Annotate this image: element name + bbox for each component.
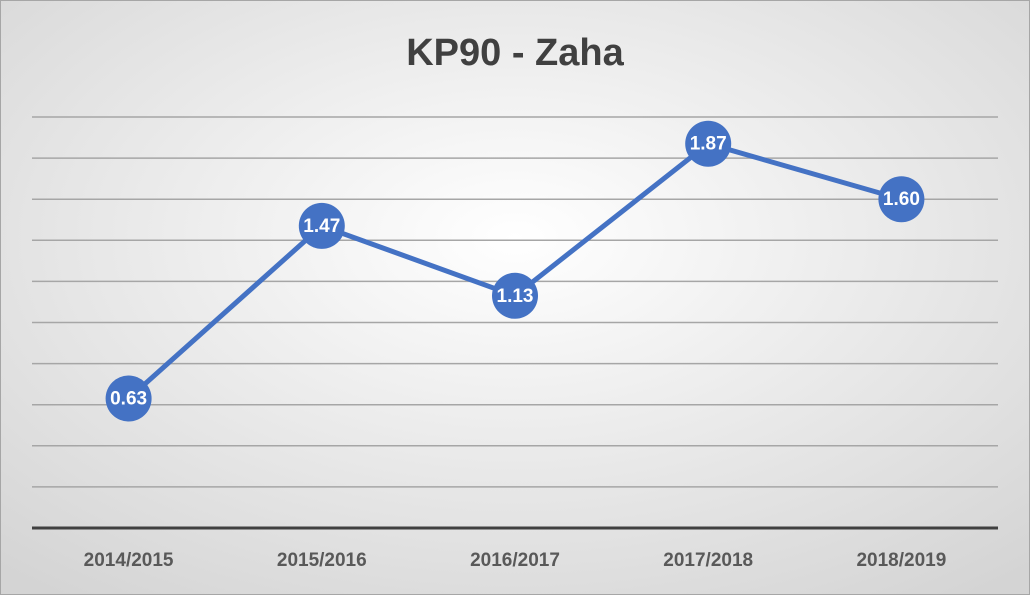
data-label: 1.13 xyxy=(497,286,534,307)
x-tick-label: 2017/2018 xyxy=(663,550,753,571)
x-tick-label: 2018/2019 xyxy=(856,550,946,571)
x-tick-label: 2014/2015 xyxy=(84,550,174,571)
data-label: 0.63 xyxy=(110,389,147,410)
marker xyxy=(298,202,345,249)
x-tick-label: 2016/2017 xyxy=(470,550,560,571)
x-tick-label: 2015/2016 xyxy=(277,550,367,571)
marker xyxy=(878,176,925,223)
chart-title: KP90 - Zaha xyxy=(406,32,624,74)
data-label: 1.87 xyxy=(690,134,727,155)
data-label: 1.60 xyxy=(883,189,920,210)
data-label: 1.47 xyxy=(303,216,340,237)
marker xyxy=(105,375,152,422)
marker xyxy=(685,120,732,167)
marker xyxy=(492,272,538,319)
